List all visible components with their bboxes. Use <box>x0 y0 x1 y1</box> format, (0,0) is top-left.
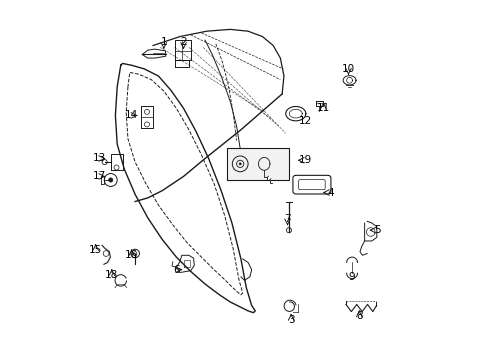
Text: 4: 4 <box>326 188 333 198</box>
Text: 19: 19 <box>298 155 311 165</box>
Circle shape <box>239 163 241 165</box>
Text: 18: 18 <box>105 270 118 280</box>
Text: 13: 13 <box>92 153 106 163</box>
Text: 5: 5 <box>373 225 380 235</box>
Text: 1: 1 <box>160 37 167 47</box>
Text: 17: 17 <box>92 171 106 181</box>
Text: 11: 11 <box>316 103 329 113</box>
Text: 7: 7 <box>284 215 290 224</box>
Text: 3: 3 <box>287 315 294 325</box>
Circle shape <box>108 178 113 182</box>
Text: 16: 16 <box>124 250 138 260</box>
Text: 6: 6 <box>173 265 179 275</box>
Text: 2: 2 <box>180 37 186 47</box>
Text: 10: 10 <box>341 64 354 74</box>
Text: 15: 15 <box>89 245 102 255</box>
Text: 14: 14 <box>124 111 138 121</box>
Text: 12: 12 <box>298 116 311 126</box>
Text: 8: 8 <box>355 311 362 321</box>
Text: 9: 9 <box>348 272 355 282</box>
Bar <box>226 148 289 180</box>
